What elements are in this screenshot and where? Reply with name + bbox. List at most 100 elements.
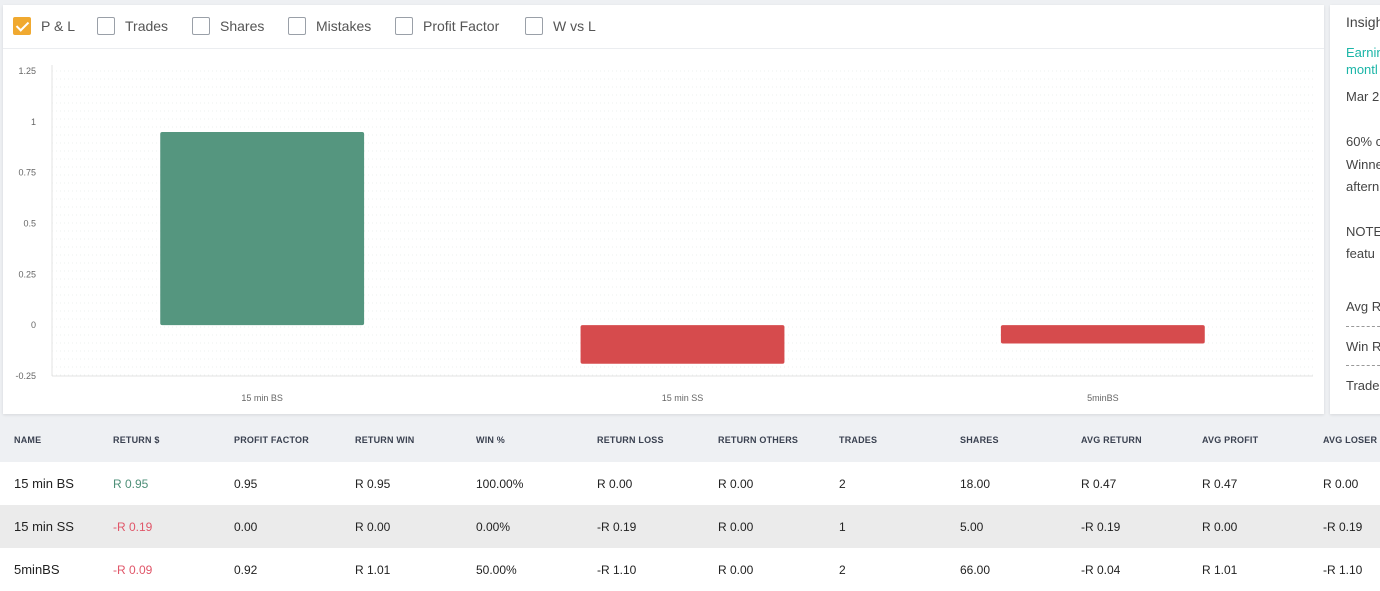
cell-return-win: R 0.00 xyxy=(341,505,462,548)
cell-avg-return: R 0.47 xyxy=(1067,462,1188,505)
cell-shares: 5.00 xyxy=(946,505,1067,548)
column-header[interactable]: RETURN WIN xyxy=(355,435,415,445)
column-header[interactable]: AVG RETURN xyxy=(1081,435,1142,445)
table-row[interactable]: 5minBS -R 0.09 0.92 R 1.01 50.00% -R 1.1… xyxy=(0,548,1380,591)
cell-return: -R 0.19 xyxy=(99,505,220,548)
y-tick-label: 0.5 xyxy=(23,219,36,229)
insights-trades-label: Trade xyxy=(1346,378,1380,393)
cell-profit-factor: 0.95 xyxy=(220,462,341,505)
cell-avg-loser: -R 0.19 xyxy=(1309,505,1380,548)
cell-trades: 1 xyxy=(825,505,946,548)
column-header[interactable]: RETURN $ xyxy=(113,435,160,445)
insights-text-line: aftern xyxy=(1346,179,1380,194)
cell-return-others: R 0.00 xyxy=(704,505,825,548)
filter-label: Profit Factor xyxy=(423,18,500,34)
insights-win-label: Win R xyxy=(1346,339,1380,354)
filter-label: Shares xyxy=(220,18,265,34)
setups-stats-table: NAME RETURN $ PROFIT FACTOR RETURN WIN W… xyxy=(0,418,1380,591)
y-tick-label: -0.25 xyxy=(15,371,36,381)
insights-panel: Insigh Earnin montl Mar 2 60% c Winne af… xyxy=(1330,5,1380,414)
filter-w-vs-l[interactable]: W vs L xyxy=(525,16,596,36)
cell-avg-return: -R 0.19 xyxy=(1067,505,1188,548)
chart-filter-bar: P & L Trades Shares Mistakes Profit Fact… xyxy=(3,5,1324,49)
insights-note-line: NOTE xyxy=(1346,224,1380,239)
checkbox-icon[interactable] xyxy=(97,17,115,35)
x-tick-label: 5minBS xyxy=(1087,393,1119,403)
column-header[interactable]: AVG LOSER xyxy=(1323,435,1378,445)
insights-link-line[interactable]: montl xyxy=(1346,62,1378,77)
insights-text-line: 60% c xyxy=(1346,134,1380,149)
cell-shares: 18.00 xyxy=(946,462,1067,505)
insights-avg-label: Avg R xyxy=(1346,299,1380,314)
filter-mistakes[interactable]: Mistakes xyxy=(288,16,371,36)
cell-avg-profit: R 0.00 xyxy=(1188,505,1309,548)
column-header[interactable]: RETURN OTHERS xyxy=(718,435,799,445)
column-header[interactable]: TRADES xyxy=(839,435,878,445)
insights-title: Insigh xyxy=(1346,14,1380,30)
filter-profit-factor[interactable]: Profit Factor xyxy=(395,16,499,36)
column-header[interactable]: AVG PROFIT xyxy=(1202,435,1259,445)
filter-pnl[interactable]: P & L xyxy=(13,16,75,36)
cell-profit-factor: 0.92 xyxy=(220,548,341,591)
filter-label: P & L xyxy=(41,18,75,34)
y-tick-label: 1 xyxy=(31,117,36,127)
cell-name: 15 min BS xyxy=(0,462,99,505)
x-tick-label: 15 min BS xyxy=(241,393,283,403)
filter-trades[interactable]: Trades xyxy=(97,16,168,36)
y-tick-label: 0.75 xyxy=(18,168,36,178)
insights-date: Mar 2 xyxy=(1346,89,1380,104)
cell-return: -R 0.09 xyxy=(99,548,220,591)
cell-trades: 2 xyxy=(825,462,946,505)
cell-name: 15 min SS xyxy=(0,505,99,548)
cell-return: R 0.95 xyxy=(99,462,220,505)
cell-profit-factor: 0.00 xyxy=(220,505,341,548)
cell-return-win: R 1.01 xyxy=(341,548,462,591)
cell-avg-profit: R 0.47 xyxy=(1188,462,1309,505)
y-tick-label: 0.25 xyxy=(18,269,36,279)
cell-return-loss: -R 1.10 xyxy=(583,548,704,591)
cell-win-pct: 100.00% xyxy=(462,462,583,505)
checkbox-icon[interactable] xyxy=(525,17,543,35)
insights-text-line: Winne xyxy=(1346,157,1380,172)
filter-label: W vs L xyxy=(553,18,596,34)
cell-return-others: R 0.00 xyxy=(704,462,825,505)
cell-return-win: R 0.95 xyxy=(341,462,462,505)
checkbox-icon[interactable] xyxy=(192,17,210,35)
table-header-row: NAME RETURN $ PROFIT FACTOR RETURN WIN W… xyxy=(0,418,1380,462)
y-tick-label: 1.25 xyxy=(18,66,36,76)
column-header[interactable]: PROFIT FACTOR xyxy=(234,435,309,445)
cell-trades: 2 xyxy=(825,548,946,591)
insights-link-line[interactable]: Earnin xyxy=(1346,45,1380,60)
x-tick-label: 15 min SS xyxy=(662,393,704,403)
cell-avg-loser: -R 1.10 xyxy=(1309,548,1380,591)
cell-return-loss: -R 0.19 xyxy=(583,505,704,548)
table-row[interactable]: 15 min BS R 0.95 0.95 R 0.95 100.00% R 0… xyxy=(0,462,1380,505)
divider xyxy=(1346,326,1380,327)
column-header[interactable]: WIN % xyxy=(476,435,505,445)
y-tick-label: 0 xyxy=(31,320,36,330)
bar-15-min-ss xyxy=(580,325,785,364)
bar-15-min-bs xyxy=(160,132,365,326)
cell-return-loss: R 0.00 xyxy=(583,462,704,505)
column-header[interactable]: SHARES xyxy=(960,435,999,445)
filter-label: Mistakes xyxy=(316,18,372,34)
divider xyxy=(1346,365,1380,366)
column-header[interactable]: RETURN LOSS xyxy=(597,435,664,445)
cell-return-others: R 0.00 xyxy=(704,548,825,591)
cell-avg-profit: R 1.01 xyxy=(1188,548,1309,591)
bar-5minbs xyxy=(1000,325,1205,344)
filter-shares[interactable]: Shares xyxy=(192,16,264,36)
pnl-bar-chart: 1.25 1 0.75 0.5 0.25 0 -0.25 15 min BS 15 min SS… xyxy=(15,65,1313,403)
chart-panel: P & L Trades Shares Mistakes Profit Fact… xyxy=(3,5,1324,414)
checkbox-icon[interactable] xyxy=(288,17,306,35)
checkbox-checked-icon[interactable] xyxy=(13,17,31,35)
cell-avg-return: -R 0.04 xyxy=(1067,548,1188,591)
cell-win-pct: 50.00% xyxy=(462,548,583,591)
table-row[interactable]: 15 min SS -R 0.19 0.00 R 0.00 0.00% -R 0… xyxy=(0,505,1380,548)
checkbox-icon[interactable] xyxy=(395,17,413,35)
column-header[interactable]: NAME xyxy=(14,435,42,445)
cell-win-pct: 0.00% xyxy=(462,505,583,548)
cell-avg-loser: R 0.00 xyxy=(1309,462,1380,505)
insights-note-line: featu xyxy=(1346,246,1375,261)
cell-name: 5minBS xyxy=(0,548,99,591)
